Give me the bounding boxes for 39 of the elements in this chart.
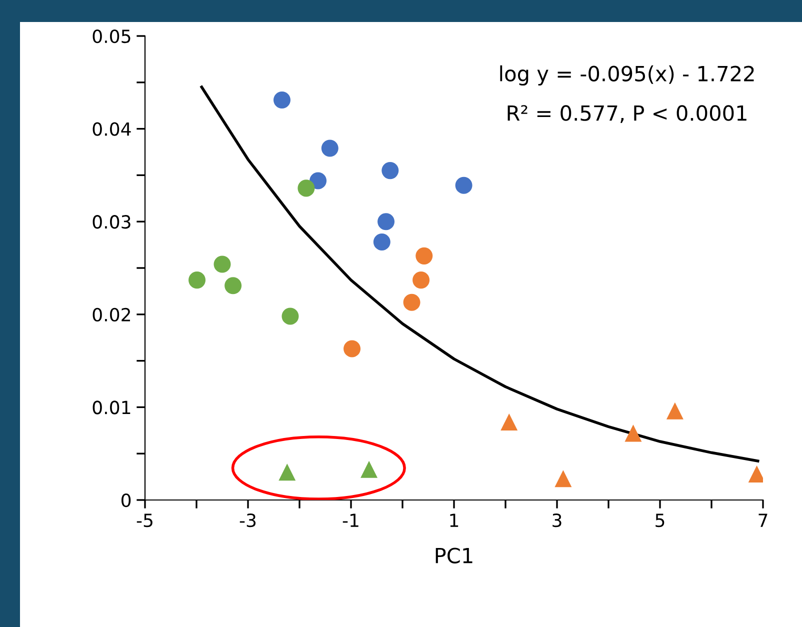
y-tick-label: 0.03 (92, 215, 130, 229)
x-tick-label: -5 (136, 514, 152, 528)
point (282, 308, 299, 325)
point (416, 247, 433, 264)
point (344, 340, 361, 358)
point (624, 424, 642, 442)
x-tick-label: -3 (240, 514, 256, 528)
point (360, 460, 378, 478)
point (298, 180, 315, 197)
point (373, 234, 390, 251)
point (500, 414, 518, 431)
annotation: log y = -0.095(x) - 1.722 (500, 65, 754, 86)
x-tick-label: -1 (342, 514, 358, 527)
y-tick-label: 0.01 (92, 400, 130, 414)
annotation: R² = 0.577, P < 0.0001 (508, 105, 746, 124)
point (273, 92, 290, 109)
x-tick-label: 7 (758, 514, 768, 527)
y-tick-label: 0 (122, 493, 131, 508)
x-tick-label: 1 (450, 514, 458, 527)
y-tick-label: 0.04 (92, 122, 131, 136)
point (188, 272, 206, 289)
point (378, 213, 395, 230)
x-tick-label: 3 (552, 514, 562, 528)
point (310, 172, 327, 190)
point (321, 140, 338, 157)
point (666, 402, 684, 420)
point (403, 294, 420, 311)
point (214, 256, 231, 273)
point (224, 277, 242, 294)
x-tick-label: 5 (656, 514, 664, 528)
point (278, 464, 296, 481)
x-axis-title: PC1 (436, 548, 472, 564)
point (554, 470, 572, 488)
y-tick-label: 0.02 (92, 308, 130, 322)
point (382, 162, 399, 180)
point (412, 272, 430, 289)
point (455, 176, 472, 194)
line-series (200, 86, 760, 462)
y-tick-label: 0.05 (92, 29, 130, 44)
